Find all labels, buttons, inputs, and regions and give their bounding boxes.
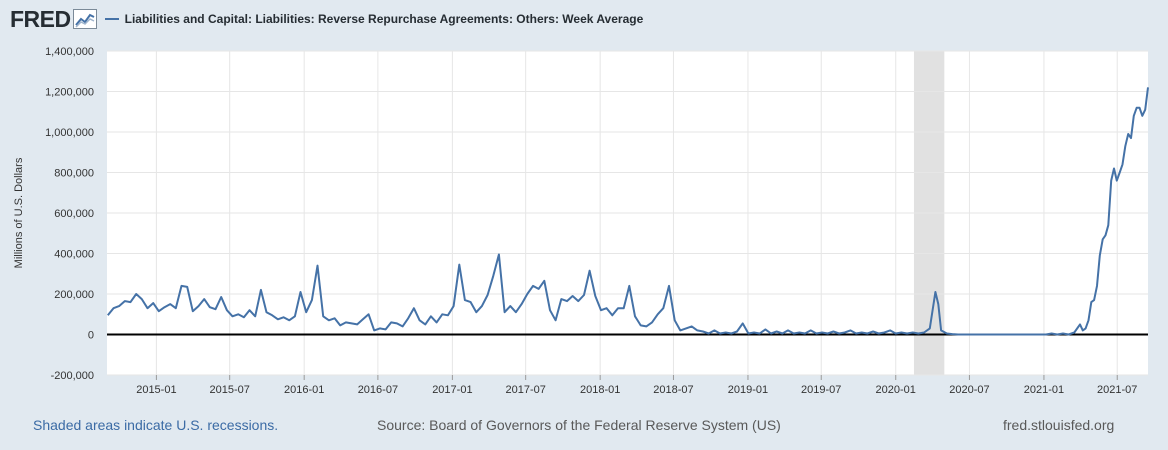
y-tick-label: 1,200,000 xyxy=(45,87,94,99)
x-tick-label: 2017-01 xyxy=(432,384,472,396)
recession-note[interactable]: Shaded areas indicate U.S. recessions. xyxy=(33,417,279,433)
y-tick-label: 0 xyxy=(88,330,94,342)
x-tick-label: 2016-01 xyxy=(284,384,324,396)
x-tick-label: 2020-07 xyxy=(949,384,989,396)
chart-header: FRED Liabilities and Capital: Liabilitie… xyxy=(10,6,643,32)
source-text: Source: Board of Governors of the Federa… xyxy=(377,417,781,433)
fred-logo-chart-icon xyxy=(72,9,97,29)
x-tick-label: 2019-07 xyxy=(801,384,841,396)
y-tick-label: 1,400,000 xyxy=(45,46,94,58)
x-tick-label: 2020-01 xyxy=(876,384,916,396)
legend-series-label[interactable]: Liabilities and Capital: Liabilities: Re… xyxy=(124,12,644,26)
series-line[interactable] xyxy=(107,87,1149,336)
y-tick-label: -200,000 xyxy=(51,370,94,382)
fred-logo[interactable]: FRED xyxy=(10,5,71,32)
x-tick-label: 2015-07 xyxy=(209,384,249,396)
y-tick-label: 400,000 xyxy=(54,249,94,261)
x-tick-label: 2021-01 xyxy=(1024,384,1064,396)
y-tick-label: 800,000 xyxy=(54,168,94,180)
x-tick-label: 2017-07 xyxy=(505,384,545,396)
x-tick-label: 2019-01 xyxy=(728,384,768,396)
x-tick-label: 2016-07 xyxy=(358,384,398,396)
x-tick-label: 2015-01 xyxy=(136,384,176,396)
x-tick-label: 2018-01 xyxy=(580,384,620,396)
y-tick-label: 600,000 xyxy=(54,208,94,220)
chart-svg: -200,000 0 200,000 400,000 600,000 800,000 1,0… xyxy=(13,46,1149,396)
y-tick-label: 1,000,000 xyxy=(45,127,94,139)
y-tick-label: 200,000 xyxy=(54,289,94,301)
y-axis-label: Millions of U.S. Dollars xyxy=(13,157,25,268)
x-tick-label: 2021-07 xyxy=(1097,384,1137,396)
x-tick-label: 2018-07 xyxy=(653,384,693,396)
site-link[interactable]: fred.stlouisfed.org xyxy=(1003,417,1115,433)
legend-swatch xyxy=(104,18,119,20)
